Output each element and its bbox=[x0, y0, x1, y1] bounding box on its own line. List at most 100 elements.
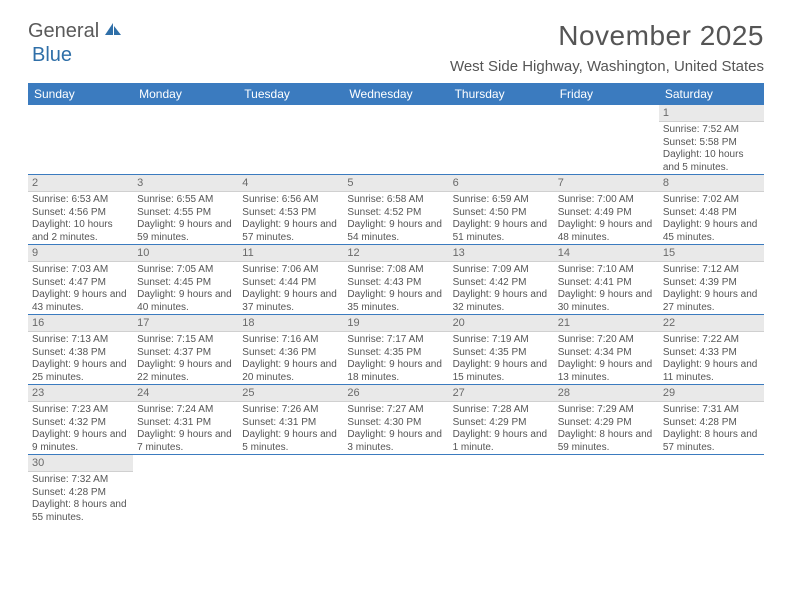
calendar-cell: 30Sunrise: 7:32 AMSunset: 4:28 PMDayligh… bbox=[28, 455, 133, 525]
calendar-cell: 1Sunrise: 7:52 AMSunset: 5:58 PMDaylight… bbox=[659, 105, 764, 175]
weekday-wednesday: Wednesday bbox=[343, 83, 448, 105]
header-bar: General November 2025 West Side Highway,… bbox=[28, 20, 764, 75]
day-number: 8 bbox=[659, 175, 764, 192]
brand-logo: General bbox=[28, 20, 125, 43]
calendar-cell: 12Sunrise: 7:08 AMSunset: 4:43 PMDayligh… bbox=[343, 245, 448, 315]
day-details: Sunrise: 7:02 AMSunset: 4:48 PMDaylight:… bbox=[659, 192, 764, 244]
location-subtitle: West Side Highway, Washington, United St… bbox=[450, 58, 764, 75]
calendar-cell: 17Sunrise: 7:15 AMSunset: 4:37 PMDayligh… bbox=[133, 315, 238, 385]
brand-part2: Blue bbox=[32, 44, 72, 67]
day-details: Sunrise: 7:29 AMSunset: 4:29 PMDaylight:… bbox=[554, 402, 659, 454]
calendar-cell bbox=[659, 455, 764, 525]
day-number: 23 bbox=[28, 385, 133, 402]
calendar-cell: 16Sunrise: 7:13 AMSunset: 4:38 PMDayligh… bbox=[28, 315, 133, 385]
calendar-cell: 27Sunrise: 7:28 AMSunset: 4:29 PMDayligh… bbox=[449, 385, 554, 455]
day-number: 28 bbox=[554, 385, 659, 402]
day-details: Sunrise: 6:56 AMSunset: 4:53 PMDaylight:… bbox=[238, 192, 343, 244]
calendar-cell: 6Sunrise: 6:59 AMSunset: 4:50 PMDaylight… bbox=[449, 175, 554, 245]
day-details: Sunrise: 7:52 AMSunset: 5:58 PMDaylight:… bbox=[659, 122, 764, 174]
calendar-week-row: 30Sunrise: 7:32 AMSunset: 4:28 PMDayligh… bbox=[28, 455, 764, 525]
calendar-cell bbox=[28, 105, 133, 175]
calendar-week-row: 2Sunrise: 6:53 AMSunset: 4:56 PMDaylight… bbox=[28, 175, 764, 245]
day-number: 12 bbox=[343, 245, 448, 262]
day-number: 16 bbox=[28, 315, 133, 332]
calendar-cell: 25Sunrise: 7:26 AMSunset: 4:31 PMDayligh… bbox=[238, 385, 343, 455]
sail-icon bbox=[103, 20, 123, 43]
day-details: Sunrise: 7:06 AMSunset: 4:44 PMDaylight:… bbox=[238, 262, 343, 314]
weekday-saturday: Saturday bbox=[659, 83, 764, 105]
calendar-week-row: 16Sunrise: 7:13 AMSunset: 4:38 PMDayligh… bbox=[28, 315, 764, 385]
day-details: Sunrise: 7:31 AMSunset: 4:28 PMDaylight:… bbox=[659, 402, 764, 454]
day-number: 13 bbox=[449, 245, 554, 262]
day-number: 19 bbox=[343, 315, 448, 332]
day-details: Sunrise: 7:03 AMSunset: 4:47 PMDaylight:… bbox=[28, 262, 133, 314]
day-details: Sunrise: 6:58 AMSunset: 4:52 PMDaylight:… bbox=[343, 192, 448, 244]
weekday-sunday: Sunday bbox=[28, 83, 133, 105]
calendar-cell bbox=[343, 455, 448, 525]
weekday-monday: Monday bbox=[133, 83, 238, 105]
day-details: Sunrise: 7:22 AMSunset: 4:33 PMDaylight:… bbox=[659, 332, 764, 384]
calendar-cell: 10Sunrise: 7:05 AMSunset: 4:45 PMDayligh… bbox=[133, 245, 238, 315]
day-details: Sunrise: 7:23 AMSunset: 4:32 PMDaylight:… bbox=[28, 402, 133, 454]
day-number: 9 bbox=[28, 245, 133, 262]
day-number: 18 bbox=[238, 315, 343, 332]
calendar-cell: 18Sunrise: 7:16 AMSunset: 4:36 PMDayligh… bbox=[238, 315, 343, 385]
day-details: Sunrise: 7:32 AMSunset: 4:28 PMDaylight:… bbox=[28, 472, 133, 524]
day-number: 20 bbox=[449, 315, 554, 332]
day-details: Sunrise: 7:15 AMSunset: 4:37 PMDaylight:… bbox=[133, 332, 238, 384]
day-number: 21 bbox=[554, 315, 659, 332]
day-details: Sunrise: 7:08 AMSunset: 4:43 PMDaylight:… bbox=[343, 262, 448, 314]
month-title: November 2025 bbox=[450, 20, 764, 52]
calendar-cell: 20Sunrise: 7:19 AMSunset: 4:35 PMDayligh… bbox=[449, 315, 554, 385]
calendar-cell: 4Sunrise: 6:56 AMSunset: 4:53 PMDaylight… bbox=[238, 175, 343, 245]
calendar-cell bbox=[133, 455, 238, 525]
weekday-tuesday: Tuesday bbox=[238, 83, 343, 105]
calendar-week-row: 9Sunrise: 7:03 AMSunset: 4:47 PMDaylight… bbox=[28, 245, 764, 315]
calendar-cell: 7Sunrise: 7:00 AMSunset: 4:49 PMDaylight… bbox=[554, 175, 659, 245]
day-details: Sunrise: 7:26 AMSunset: 4:31 PMDaylight:… bbox=[238, 402, 343, 454]
calendar-cell: 19Sunrise: 7:17 AMSunset: 4:35 PMDayligh… bbox=[343, 315, 448, 385]
day-number: 25 bbox=[238, 385, 343, 402]
day-details: Sunrise: 7:05 AMSunset: 4:45 PMDaylight:… bbox=[133, 262, 238, 314]
calendar-cell: 5Sunrise: 6:58 AMSunset: 4:52 PMDaylight… bbox=[343, 175, 448, 245]
day-details: Sunrise: 6:53 AMSunset: 4:56 PMDaylight:… bbox=[28, 192, 133, 244]
day-details: Sunrise: 7:27 AMSunset: 4:30 PMDaylight:… bbox=[343, 402, 448, 454]
day-details: Sunrise: 7:00 AMSunset: 4:49 PMDaylight:… bbox=[554, 192, 659, 244]
day-details: Sunrise: 6:59 AMSunset: 4:50 PMDaylight:… bbox=[449, 192, 554, 244]
day-details: Sunrise: 7:09 AMSunset: 4:42 PMDaylight:… bbox=[449, 262, 554, 314]
calendar-cell: 21Sunrise: 7:20 AMSunset: 4:34 PMDayligh… bbox=[554, 315, 659, 385]
day-number: 10 bbox=[133, 245, 238, 262]
day-number: 29 bbox=[659, 385, 764, 402]
calendar-cell: 13Sunrise: 7:09 AMSunset: 4:42 PMDayligh… bbox=[449, 245, 554, 315]
brand-part1: General bbox=[28, 20, 99, 43]
calendar-cell bbox=[554, 455, 659, 525]
calendar-cell: 28Sunrise: 7:29 AMSunset: 4:29 PMDayligh… bbox=[554, 385, 659, 455]
day-details: Sunrise: 6:55 AMSunset: 4:55 PMDaylight:… bbox=[133, 192, 238, 244]
day-number: 7 bbox=[554, 175, 659, 192]
day-number: 27 bbox=[449, 385, 554, 402]
day-number: 14 bbox=[554, 245, 659, 262]
calendar-cell bbox=[343, 105, 448, 175]
calendar-week-row: 23Sunrise: 7:23 AMSunset: 4:32 PMDayligh… bbox=[28, 385, 764, 455]
calendar-cell: 11Sunrise: 7:06 AMSunset: 4:44 PMDayligh… bbox=[238, 245, 343, 315]
calendar-cell: 22Sunrise: 7:22 AMSunset: 4:33 PMDayligh… bbox=[659, 315, 764, 385]
day-number: 17 bbox=[133, 315, 238, 332]
day-details: Sunrise: 7:20 AMSunset: 4:34 PMDaylight:… bbox=[554, 332, 659, 384]
calendar-cell bbox=[238, 105, 343, 175]
day-number: 6 bbox=[449, 175, 554, 192]
calendar-cell: 9Sunrise: 7:03 AMSunset: 4:47 PMDaylight… bbox=[28, 245, 133, 315]
day-details: Sunrise: 7:16 AMSunset: 4:36 PMDaylight:… bbox=[238, 332, 343, 384]
day-details: Sunrise: 7:13 AMSunset: 4:38 PMDaylight:… bbox=[28, 332, 133, 384]
calendar-cell: 3Sunrise: 6:55 AMSunset: 4:55 PMDaylight… bbox=[133, 175, 238, 245]
weekday-thursday: Thursday bbox=[449, 83, 554, 105]
calendar-cell bbox=[449, 455, 554, 525]
calendar-cell: 26Sunrise: 7:27 AMSunset: 4:30 PMDayligh… bbox=[343, 385, 448, 455]
day-number: 2 bbox=[28, 175, 133, 192]
calendar-cell bbox=[554, 105, 659, 175]
day-details: Sunrise: 7:24 AMSunset: 4:31 PMDaylight:… bbox=[133, 402, 238, 454]
day-number: 1 bbox=[659, 105, 764, 122]
day-number: 26 bbox=[343, 385, 448, 402]
day-details: Sunrise: 7:17 AMSunset: 4:35 PMDaylight:… bbox=[343, 332, 448, 384]
day-details: Sunrise: 7:10 AMSunset: 4:41 PMDaylight:… bbox=[554, 262, 659, 314]
day-number: 30 bbox=[28, 455, 133, 472]
